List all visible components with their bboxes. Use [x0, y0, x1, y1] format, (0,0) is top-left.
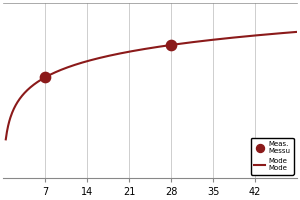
Legend: Meas.
Messu, Mode
Mode: Meas. Messu, Mode Mode	[251, 138, 294, 175]
Point	[169, 43, 173, 47]
Point	[42, 76, 47, 79]
